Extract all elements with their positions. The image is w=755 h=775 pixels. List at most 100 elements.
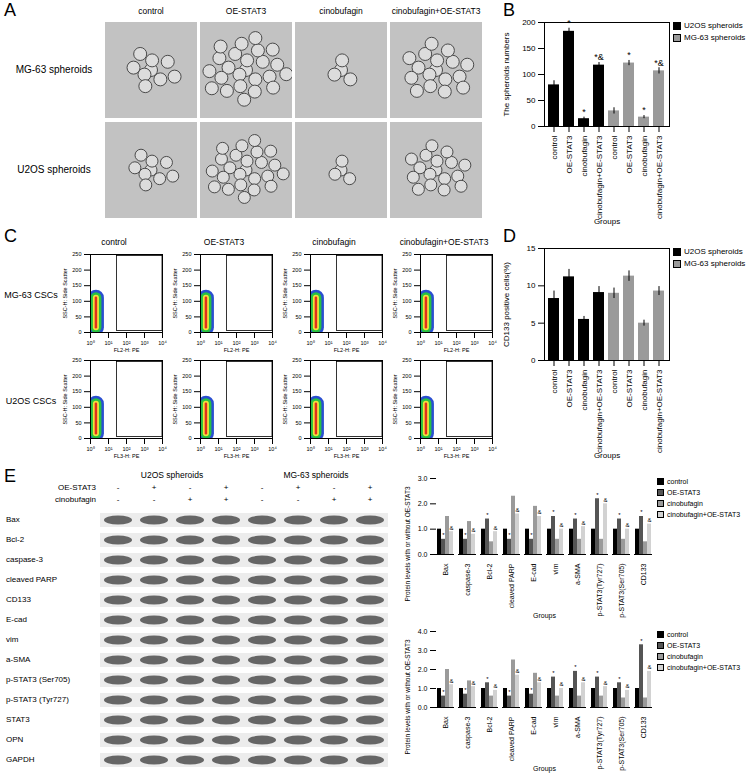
svg-text:control: control bbox=[610, 135, 619, 159]
svg-text:Groups: Groups bbox=[533, 612, 556, 620]
svg-text:10⁴: 10⁴ bbox=[268, 340, 277, 346]
svg-text:3.0: 3.0 bbox=[418, 475, 428, 482]
svg-text:SSC-H: Side Scatter: SSC-H: Side Scatter bbox=[172, 268, 178, 318]
svg-text:10⁰: 10⁰ bbox=[196, 446, 204, 452]
svg-text:10³: 10³ bbox=[251, 340, 259, 346]
svg-text:50: 50 bbox=[405, 420, 411, 426]
svg-text:caspase-3: caspase-3 bbox=[464, 563, 472, 595]
svg-text:250: 250 bbox=[182, 357, 191, 363]
svg-text:50: 50 bbox=[527, 96, 536, 105]
svg-text:10¹: 10¹ bbox=[435, 446, 443, 452]
svg-text:200: 200 bbox=[72, 267, 81, 273]
svg-text:FL3-H: PE: FL3-H: PE bbox=[114, 453, 140, 459]
svg-text:cinobufagin+OE-STAT3: cinobufagin+OE-STAT3 bbox=[655, 369, 664, 453]
svg-text:250: 250 bbox=[72, 251, 81, 257]
svg-text:Bax: Bax bbox=[442, 716, 449, 729]
svg-text:10²: 10² bbox=[343, 340, 351, 346]
svg-text:10⁴: 10⁴ bbox=[158, 446, 167, 452]
svg-text:*: * bbox=[618, 512, 621, 518]
svg-text:2.0: 2.0 bbox=[418, 666, 428, 673]
svg-text:cinobufagin: cinobufagin bbox=[640, 136, 649, 177]
svg-text:&: & bbox=[537, 676, 541, 682]
svg-text:&: & bbox=[493, 525, 497, 531]
svg-text:Groups: Groups bbox=[594, 217, 620, 226]
svg-text:10¹: 10¹ bbox=[215, 340, 223, 346]
svg-text:10³: 10³ bbox=[361, 446, 369, 452]
svg-text:Bcl-2: Bcl-2 bbox=[486, 563, 493, 579]
svg-text:10⁴: 10⁴ bbox=[488, 340, 497, 346]
svg-text:*&: *& bbox=[654, 58, 664, 68]
svg-text:10⁴: 10⁴ bbox=[378, 340, 387, 346]
svg-text:250: 250 bbox=[402, 251, 411, 257]
svg-text:10⁴: 10⁴ bbox=[158, 340, 167, 346]
svg-text:&: & bbox=[515, 507, 519, 513]
svg-text:*: * bbox=[442, 532, 445, 538]
svg-text:SSC-H: Side Scatter: SSC-H: Side Scatter bbox=[282, 268, 288, 318]
svg-text:p-STAT3(Ser705): p-STAT3(Ser705) bbox=[618, 717, 626, 771]
svg-text:10²: 10² bbox=[123, 340, 131, 346]
svg-text:10¹: 10¹ bbox=[215, 446, 223, 452]
svg-text:200: 200 bbox=[182, 373, 191, 379]
svg-text:0: 0 bbox=[298, 329, 301, 335]
svg-text:&: & bbox=[471, 527, 475, 533]
svg-text:FL2-H: PE: FL2-H: PE bbox=[224, 347, 250, 353]
svg-text:150: 150 bbox=[402, 388, 411, 394]
svg-text:*: * bbox=[552, 670, 555, 676]
svg-text:*: * bbox=[596, 670, 599, 676]
svg-text:10: 10 bbox=[527, 281, 536, 290]
svg-text:10²: 10² bbox=[453, 446, 461, 452]
svg-text:*: * bbox=[640, 509, 643, 515]
svg-text:10²: 10² bbox=[453, 340, 461, 346]
svg-text:FL2-H: PE: FL2-H: PE bbox=[114, 347, 140, 353]
svg-text:100: 100 bbox=[72, 298, 81, 304]
svg-text:0: 0 bbox=[531, 122, 536, 131]
svg-text:&: & bbox=[581, 676, 585, 682]
svg-text:&: & bbox=[603, 680, 607, 686]
svg-text:SSC-H: Side Scatter: SSC-H: Side Scatter bbox=[62, 374, 68, 424]
svg-text:&: & bbox=[603, 497, 607, 503]
svg-text:100: 100 bbox=[292, 298, 301, 304]
svg-text:200: 200 bbox=[72, 373, 81, 379]
svg-text:100: 100 bbox=[522, 70, 536, 79]
svg-text:*: * bbox=[508, 532, 511, 538]
svg-text:*: * bbox=[567, 18, 571, 28]
svg-text:200: 200 bbox=[182, 267, 191, 273]
svg-text:*: * bbox=[486, 512, 489, 518]
svg-text:10²: 10² bbox=[123, 446, 131, 452]
svg-text:*: * bbox=[552, 509, 555, 515]
svg-text:10⁰: 10⁰ bbox=[416, 340, 424, 346]
svg-text:0: 0 bbox=[531, 356, 536, 365]
svg-text:FL2-H: PE: FL2-H: PE bbox=[334, 347, 360, 353]
svg-text:100: 100 bbox=[72, 404, 81, 410]
svg-text:E-cad: E-cad bbox=[530, 716, 537, 734]
svg-text:control: control bbox=[550, 369, 559, 393]
svg-text:200: 200 bbox=[402, 373, 411, 379]
svg-text:10⁰: 10⁰ bbox=[306, 446, 314, 452]
svg-text:&: & bbox=[647, 664, 651, 670]
svg-text:*: * bbox=[618, 676, 621, 682]
svg-text:&: & bbox=[515, 668, 519, 674]
svg-text:10¹: 10¹ bbox=[435, 340, 443, 346]
svg-text:100: 100 bbox=[402, 298, 411, 304]
svg-text:*: * bbox=[596, 492, 599, 498]
svg-text:*: * bbox=[486, 676, 489, 682]
svg-text:Bcl-2: Bcl-2 bbox=[486, 716, 493, 732]
svg-text:SSC-H: Side Scatter: SSC-H: Side Scatter bbox=[282, 374, 288, 424]
svg-text:*: * bbox=[464, 687, 467, 693]
svg-text:10²: 10² bbox=[233, 340, 241, 346]
svg-text:100: 100 bbox=[182, 404, 191, 410]
svg-text:cinobufagin: cinobufagin bbox=[580, 370, 589, 411]
svg-text:0.0: 0.0 bbox=[418, 704, 428, 711]
svg-text:10⁰: 10⁰ bbox=[416, 446, 424, 452]
svg-text:10⁰: 10⁰ bbox=[196, 340, 204, 346]
svg-text:150: 150 bbox=[292, 282, 301, 288]
svg-text:150: 150 bbox=[182, 388, 191, 394]
svg-text:&: & bbox=[493, 683, 497, 689]
svg-text:a-SMA: a-SMA bbox=[574, 563, 581, 585]
svg-text:*: * bbox=[508, 689, 511, 695]
svg-text:SSC-H: Side Scatter: SSC-H: Side Scatter bbox=[62, 268, 68, 318]
svg-text:0: 0 bbox=[78, 435, 81, 441]
svg-text:OE-STAT3: OE-STAT3 bbox=[625, 369, 634, 407]
svg-text:100: 100 bbox=[182, 298, 191, 304]
svg-text:CD133 positive cells(%): CD133 positive cells(%) bbox=[502, 262, 511, 347]
